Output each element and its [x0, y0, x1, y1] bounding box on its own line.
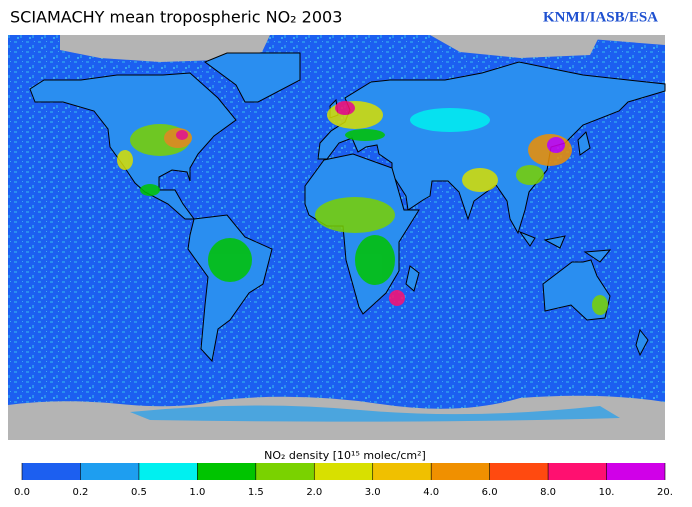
colorbar-tick-label: 4.0: [423, 487, 439, 498]
colorbar-tick-label: 0.2: [73, 487, 89, 498]
colorbar-segment: [138, 463, 198, 480]
colorbar-segment: [489, 463, 549, 480]
no2-patterns: [117, 101, 608, 315]
credit: KNMI/IASB/ESA: [543, 9, 658, 25]
madagascar: [405, 265, 420, 292]
colorbar-tick-label: 8.0: [540, 487, 556, 498]
greenland: [203, 52, 301, 103]
map-title: SCIAMACHY mean tropospheric NO₂ 2003: [10, 8, 342, 27]
colorbar-segment: [255, 463, 315, 480]
antarctica-coast: [130, 405, 620, 422]
colorbar-label: NO₂ density [10¹⁵ molec/cm²]: [264, 449, 426, 462]
colorbar-tick-label: 0.5: [131, 487, 147, 498]
colorbar-segment: [22, 463, 81, 480]
colorbar: NO₂ density [10¹⁵ molec/cm²] 0.0 0.2 0.5 1.…: [14, 449, 673, 498]
colorbar-segment: [314, 463, 373, 480]
eurasia: [317, 61, 666, 235]
colorbar-tick-label: 1.5: [248, 487, 264, 498]
colorbar-segment: [80, 463, 139, 480]
arctic-no-data: [60, 35, 665, 62]
colorbar-tick-label: 2.0: [306, 487, 322, 498]
colorbar-segment: [197, 463, 256, 480]
colorbar-segment: [606, 463, 665, 480]
colorbar-segment: [431, 463, 490, 480]
south-america: [187, 214, 273, 363]
colorbar-segment: [372, 463, 432, 480]
colorbar-tick-label: 0.0: [14, 487, 30, 498]
colorbar-tick-label: 20.: [657, 487, 673, 498]
colorbar-tick-label: 6.0: [482, 487, 498, 498]
map: [8, 35, 666, 440]
colorbar-tick-label: 10.: [599, 487, 615, 498]
colorbar-tick-label: 3.0: [365, 487, 381, 498]
colorbar-segment: [548, 463, 607, 480]
colorbar-tick-label: 1.0: [189, 487, 205, 498]
